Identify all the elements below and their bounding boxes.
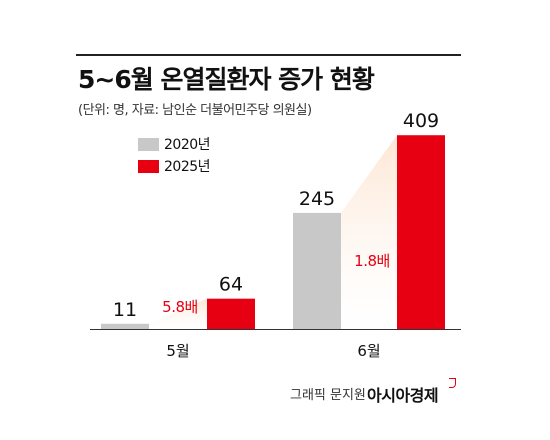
bar-2025-1 [207,298,255,329]
chart-subtitle: (단위: 명, 자료: 남인순 더불어민주당 의원실) [78,103,312,118]
chart-title: 5~6월 온열질환자 증가 현황 [78,65,375,94]
growth-annotation-1: 5.8배 [162,298,198,316]
legend-item-2020: 2020년 [138,133,211,155]
bar-2025-2 [397,135,445,329]
value-label-2025-2: 409 [403,110,439,132]
legend-swatch-2025 [138,159,159,173]
top-rule [76,54,461,56]
legend-item-2025: 2025년 [138,155,211,177]
growth-annotation-2: 1.8배 [354,252,390,270]
value-label-2020-1: 11 [113,299,137,321]
growth-connector-2 [341,135,397,329]
brand-mark-icon [449,378,456,388]
legend-label-2020: 2020년 [164,137,211,153]
legend: 2020년 2025년 [138,133,211,177]
bar-2020-1 [101,323,149,329]
category-label-2: 6월 [357,342,380,360]
value-label-2020-2: 245 [299,188,335,210]
brand-logo: 아시아경제 [367,386,439,405]
graphic-credit: 그래픽 문지원 [290,388,366,403]
growth-connector-1 [149,298,207,329]
bar-2020-2 [293,212,341,329]
legend-swatch-2020 [138,137,159,151]
value-label-2025-1: 64 [219,274,243,296]
category-label-1: 5월 [166,342,189,360]
legend-label-2025: 2025년 [164,159,211,175]
